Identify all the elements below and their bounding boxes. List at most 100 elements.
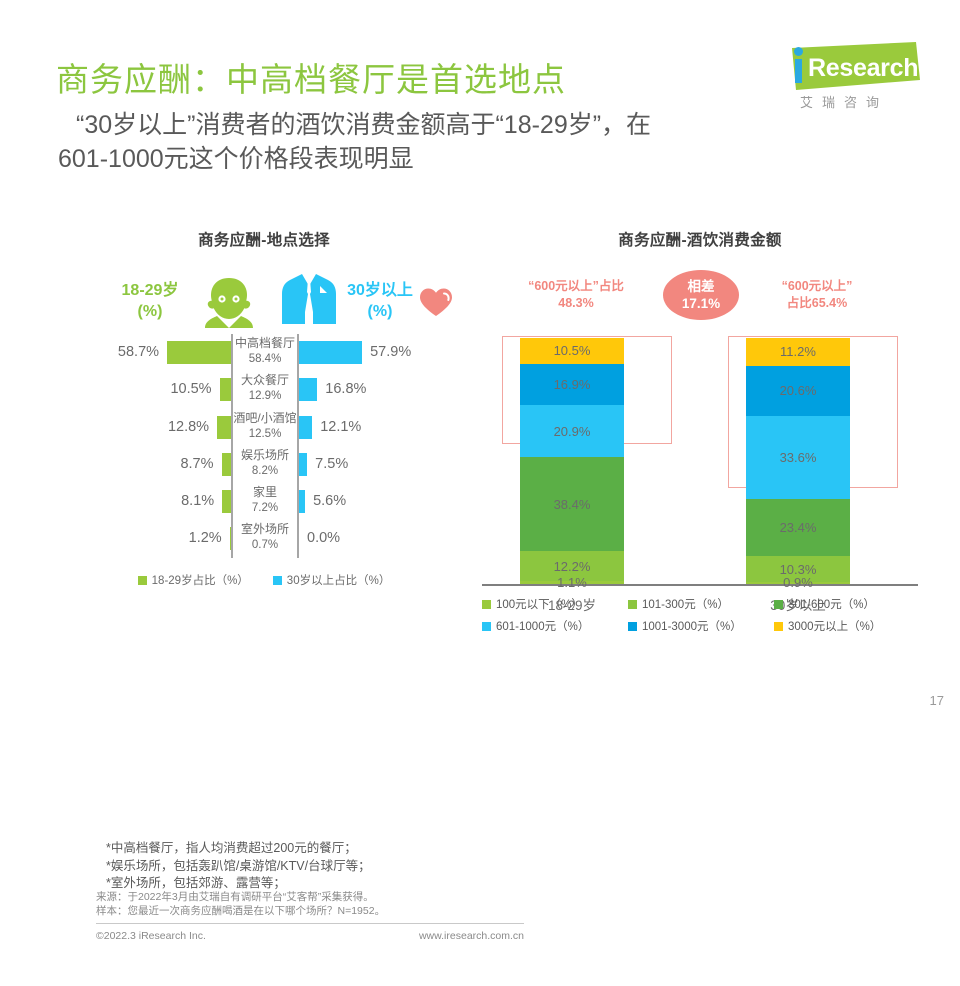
segment-value: 1.1%: [557, 575, 587, 591]
legend-item[interactable]: 3000元以上（%）: [774, 618, 920, 634]
tornado-row: 1.2% 室外场所 0.7% 0.0%: [48, 520, 480, 557]
bar-left[interactable]: [221, 452, 231, 476]
left-age-unit: (%): [137, 303, 163, 320]
legend-item[interactable]: 1001-3000元（%）: [628, 618, 774, 634]
legend-swatch: [628, 621, 637, 631]
left-source-box: 来源：于2022年3月由艾瑞自有调研平台“艾客帮”采集获得。 样本：您最近一次商…: [96, 890, 524, 942]
bar-left[interactable]: [222, 490, 231, 514]
left-sample-line: 样本：您最近一次商务应酬喝酒是在以下哪个场所？N=1952。: [96, 905, 386, 917]
logo-wordmark: Research: [808, 54, 919, 82]
bar-right[interactable]: [299, 490, 306, 514]
tornado-rows: 58.7% 中高档餐厅 58.4% 57.9% 10.5% 大众餐厅 12.9% 16.8% 1…: [48, 334, 480, 558]
stacked-bar: 10.5% 16.9% 20.9% 38.4% 12.2% 1.1%: [520, 338, 624, 590]
person-icon: [205, 278, 253, 328]
note-line: *娱乐场所，包括轰趴馆/桌游馆/KTV/台球厅等；: [106, 858, 371, 873]
right-chart-title: 商务应酬-酒饮消费金额: [618, 232, 782, 249]
right-chart-panel: 商务应酬-酒饮消费金额 “600元以上”占比 48.3% 相差 17.1% “6…: [480, 228, 920, 633]
segment-value: 11.2%: [780, 344, 816, 360]
segment-value: 0.9%: [783, 575, 813, 591]
left-chart-panel: 商务应酬-地点选择 18-29岁 (%): [48, 228, 524, 942]
bar-right-value: 16.8%: [325, 381, 367, 398]
legend-swatch: [774, 621, 783, 631]
logo-chinese-name: 艾瑞咨询: [800, 95, 889, 110]
stack-segment[interactable]: 0.9%: [746, 575, 850, 590]
difference-badge-value: 17.1%: [681, 296, 721, 311]
subtitle-line-2: 601-1000元这个价格段表现明显: [58, 145, 414, 173]
bar-left-value: 58.7%: [117, 344, 160, 360]
right-chart-legend: 100元以下（%） 101-300元（%） 301-600元（%） 601-1000元…: [482, 596, 920, 640]
bar-left-value: 8.1%: [181, 493, 215, 510]
bar-right-value: 12.1%: [320, 418, 362, 435]
stack-segment[interactable]: 38.4%: [520, 456, 624, 552]
right-age-label: 30岁以上 (%): [325, 280, 435, 322]
page-number: 17: [929, 693, 944, 708]
legend-item[interactable]: 301-600元（%）: [774, 596, 920, 612]
legend-item[interactable]: 30岁以上占比（%）: [272, 575, 390, 587]
heart-icon: [420, 288, 452, 316]
stack-segment[interactable]: 11.2%: [746, 338, 850, 366]
stack-segment[interactable]: 16.9%: [520, 363, 624, 406]
bar-left[interactable]: [167, 341, 231, 364]
legend-swatch: [482, 599, 491, 609]
category-label: 中高档餐厅 58.4%: [234, 336, 295, 365]
segment-value: 20.9%: [553, 423, 591, 439]
legend-item[interactable]: 100元以下（%）: [482, 596, 628, 612]
category-label: 娱乐场所 8.2%: [240, 447, 289, 477]
segment-value: 33.6%: [779, 450, 817, 466]
left-callout-line-1: “600元以上”占比: [528, 279, 624, 293]
page-subtitle: “30岁以上”消费者的酒饮消费金额高于“18-29岁”，在 601-1000元这…: [58, 108, 748, 176]
stack-segment[interactable]: 20.9%: [520, 405, 624, 457]
tornado-row: 58.7% 中高档餐厅 58.4% 57.9%: [48, 334, 480, 371]
stack-segment[interactable]: 1.1%: [520, 575, 624, 590]
left-age-label: 18-29岁 (%): [102, 280, 198, 322]
bar-right[interactable]: [299, 415, 313, 439]
bar-right[interactable]: [299, 452, 308, 476]
bar-left[interactable]: [219, 378, 231, 402]
legend-label: 601-1000元（%）: [496, 621, 590, 633]
age-group-header: 18-29岁 (%) 30岁以上 (%): [48, 272, 480, 332]
legend-item[interactable]: 18-29岁占比（%）: [137, 575, 249, 587]
left-website[interactable]: www.iresearch.com.cn: [418, 930, 524, 942]
stack-segment[interactable]: 12.2%: [520, 551, 624, 582]
legend-swatch: [628, 599, 637, 609]
right-callout-line-2: 占比65.4%: [786, 296, 848, 310]
stack-segment[interactable]: 23.4%: [746, 498, 850, 557]
right-callout: “600元以上” 占比65.4%: [742, 278, 892, 312]
bar-right-value: 7.5%: [315, 455, 349, 472]
slide: 商务应酬：中高档餐厅是首选地点 “30岁以上”消费者的酒饮消费金额高于“18-2…: [48, 42, 944, 942]
legend-label: 101-300元（%）: [642, 599, 729, 611]
stacked-bar-chart: “600元以上”占比 48.3% 相差 17.1% “600元以上” 占比65.…: [480, 266, 920, 633]
category-label: 大众餐厅 12.9%: [240, 373, 289, 403]
x-axis-label-1: 18-29岁: [547, 598, 597, 613]
suit-icon: [282, 272, 336, 324]
legend-swatch: [272, 576, 282, 585]
legend-item[interactable]: 101-300元（%）: [628, 596, 774, 612]
stack-segment[interactable]: 10.3%: [746, 556, 850, 582]
legend-label: 1001-3000元（%）: [642, 621, 742, 633]
stack-segment[interactable]: 20.6%: [746, 365, 850, 417]
stack-segment[interactable]: 10.5%: [520, 338, 624, 364]
bar-right[interactable]: [299, 341, 363, 364]
left-age-label-text: 18-29岁: [121, 282, 179, 299]
left-callout: “600元以上”占比 48.3%: [496, 278, 656, 312]
bar-left[interactable]: [217, 415, 231, 439]
stack-segment[interactable]: 33.6%: [746, 416, 850, 499]
left-callout-line-2: 48.3%: [558, 296, 594, 310]
left-source-line: 来源：于2022年3月由艾瑞自有调研平台“艾客帮”采集获得。: [96, 891, 374, 903]
right-axis-line: [297, 334, 299, 558]
legend-row: 601-1000元（%） 1001-3000元（%） 3000元以上（%）: [482, 618, 920, 640]
logo-i-stem-icon: [795, 59, 802, 83]
note-line: *中高档餐厅，指人均消费超过200元的餐厅；: [106, 841, 357, 855]
x-axis-label-2: 30岁以上: [770, 598, 826, 613]
difference-badge: 相差 17.1%: [663, 270, 739, 320]
iresearch-logo: Research 艾瑞咨询: [770, 42, 920, 114]
tornado-row: 8.7% 娱乐场所 8.2% 7.5%: [48, 446, 480, 483]
bar-left[interactable]: [229, 527, 231, 551]
category-label: 室外场所 0.7%: [240, 522, 289, 552]
legend-label: 100元以下（%）: [496, 599, 583, 611]
right-age-unit: (%): [367, 303, 393, 320]
bar-right[interactable]: [299, 378, 318, 402]
bar-left-value: 8.7%: [180, 455, 214, 472]
legend-item[interactable]: 601-1000元（%）: [482, 618, 628, 634]
page-title: 商务应酬：中高档餐厅是首选地点: [56, 61, 566, 98]
